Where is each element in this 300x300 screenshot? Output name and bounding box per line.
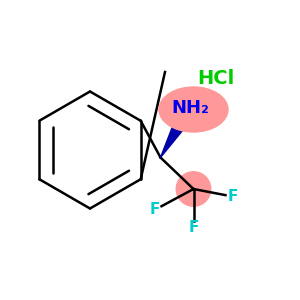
Ellipse shape [176, 172, 211, 206]
Ellipse shape [159, 87, 228, 132]
Text: F: F [227, 189, 238, 204]
Text: F: F [188, 220, 199, 236]
Text: HCl: HCl [197, 68, 235, 88]
Polygon shape [160, 118, 187, 158]
Text: F: F [149, 202, 160, 217]
Text: NH₂: NH₂ [172, 99, 209, 117]
